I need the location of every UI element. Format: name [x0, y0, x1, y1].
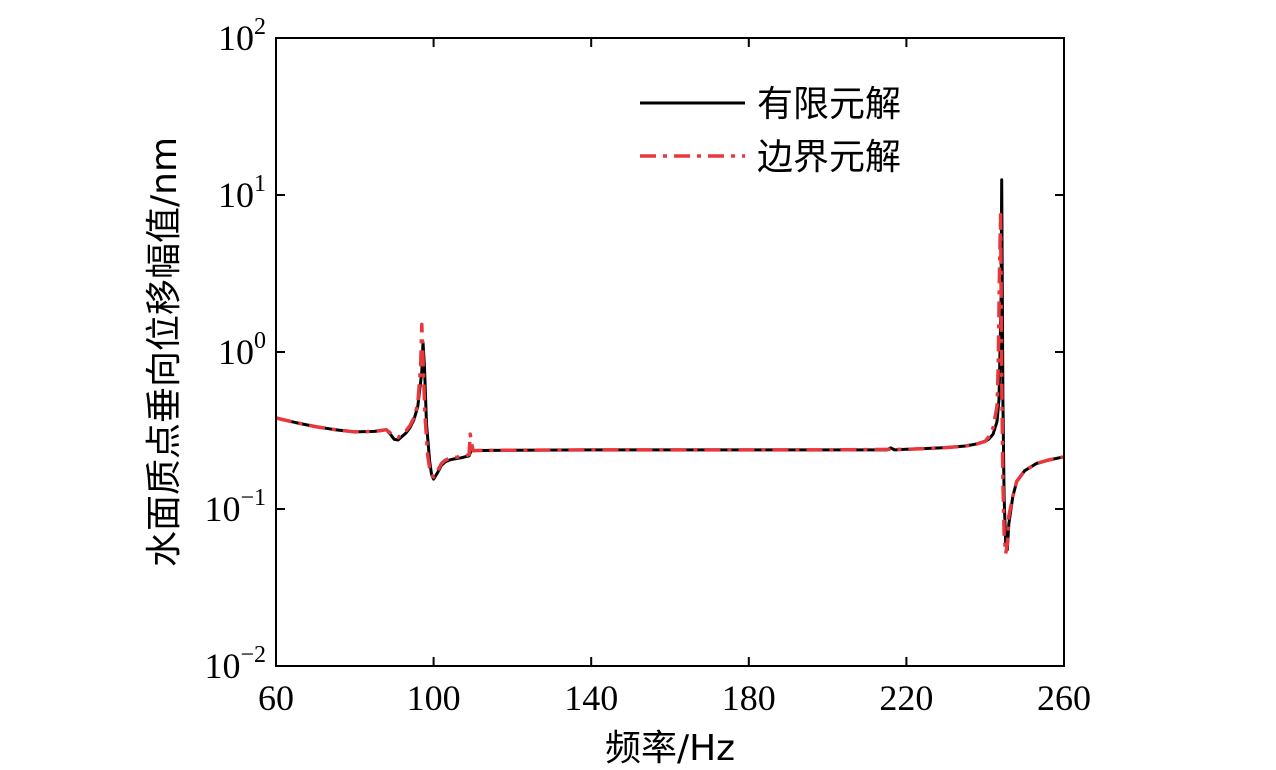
x-tick-label: 60: [258, 678, 294, 718]
y-tick-label: 102: [218, 14, 266, 58]
x-tick-label: 260: [1037, 678, 1091, 718]
series-line-fem: [275, 178, 1065, 552]
x-tick-label: 100: [407, 678, 461, 718]
x-tick-label: 140: [564, 678, 618, 718]
x-tick-label: 220: [879, 678, 933, 718]
x-axis-title: 频率/Hz: [605, 728, 735, 769]
series-layer: [275, 178, 1065, 556]
legend-label-fem: 有限元解: [757, 84, 901, 125]
y-axis-title: 水面质点垂向位移幅值/nm: [144, 137, 185, 567]
y-tick-label: 100: [218, 328, 266, 372]
y-tick-label: 10−1: [204, 485, 266, 529]
y-tick-label: 10−2: [204, 642, 266, 686]
series-line-bem: [275, 212, 1065, 556]
legend: 有限元解 边界元解: [640, 84, 901, 178]
tick-layer: 60 100 140 180 220 260 10−2 10−1 100 101 102: [204, 14, 1091, 718]
legend-label-bem: 边界元解: [757, 137, 901, 178]
plot-frame: [275, 37, 1065, 667]
y-tick-label: 101: [218, 171, 266, 215]
x-tick-label: 180: [722, 678, 776, 718]
